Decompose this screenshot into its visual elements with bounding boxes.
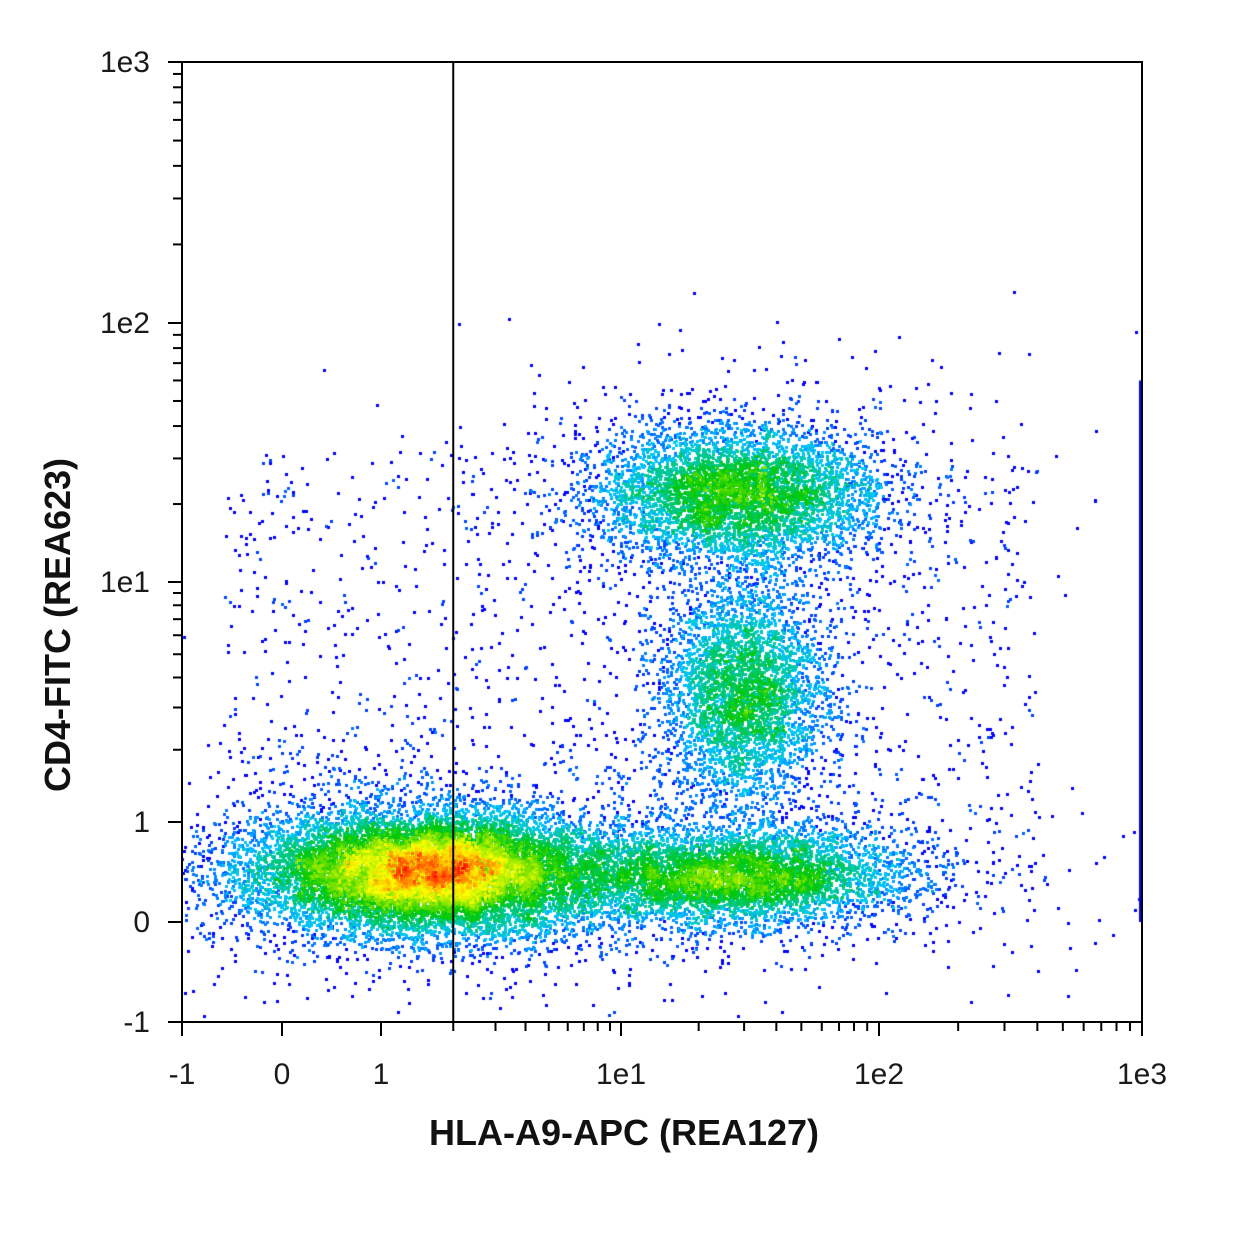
x-axis-tick-labels: -1 0 1 1e1 1e2 1e3 [169, 1058, 1167, 1091]
y-tick-label: 1 [133, 806, 150, 839]
y-tick-label: 0 [133, 906, 150, 939]
y-tick-label: -1 [123, 1006, 150, 1039]
y-tick-label: 1e1 [100, 566, 150, 599]
x-tick-label: 1e2 [854, 1058, 904, 1091]
y-axis-ticks [168, 61, 182, 1023]
y-tick-label: 1e2 [100, 307, 150, 340]
x-tick-label: 1e1 [596, 1058, 646, 1091]
x-axis-ticks [181, 1022, 1143, 1036]
y-axis-title: CD4-FITC (REA623) [37, 458, 78, 792]
y-tick-label: 1e3 [100, 46, 150, 79]
plot-frame [181, 61, 1143, 1023]
x-tick-label: -1 [169, 1058, 196, 1091]
y-axis-tick-labels: -1 0 1 1e1 1e2 1e3 [100, 46, 150, 1039]
x-tick-label: 1 [373, 1058, 390, 1091]
x-tick-label: 1e3 [1117, 1058, 1167, 1091]
x-axis-title: HLA-A9-APC (REA127) [429, 1112, 819, 1153]
x-tick-label: 0 [274, 1058, 291, 1091]
event-density-map [182, 62, 1142, 1022]
